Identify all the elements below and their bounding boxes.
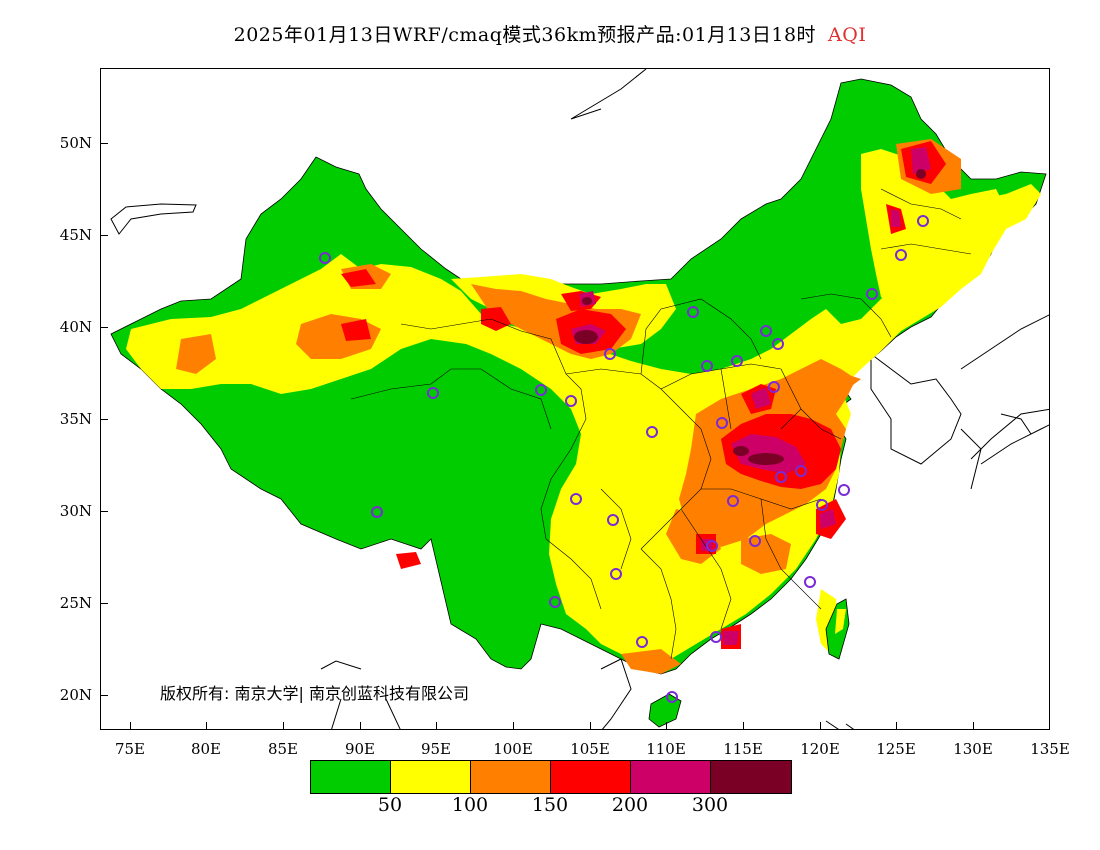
lon-label-95e: 95E [420, 740, 452, 758]
lat-label-45n: 45N [59, 226, 92, 244]
lat-tick [100, 235, 108, 236]
legend-swatch-yellow [391, 761, 471, 793]
lon-tick [436, 722, 437, 730]
lat-label-35n: 35N [59, 410, 92, 428]
taiwan-yellow [835, 609, 846, 634]
title-main: 2025年01月13日WRF/cmaq模式36km预报产品:01月13日18时 [233, 24, 817, 46]
lat-tick [100, 143, 108, 144]
lon-tick [743, 722, 744, 730]
map-frame [100, 68, 1050, 730]
lon-tick [283, 722, 284, 730]
legend-swatch-orange [471, 761, 551, 793]
lon-tick [820, 722, 821, 730]
lat-tick [100, 419, 108, 420]
lon-tick [206, 722, 207, 730]
lat-tick [100, 327, 108, 328]
lon-label-125e: 125E [876, 740, 916, 758]
lon-label-90e: 90E [344, 740, 376, 758]
lat-label-50n: 50N [59, 134, 92, 152]
lon-tick [973, 722, 974, 730]
aqi-map [110, 69, 1049, 729]
legend-swatch-maroon [711, 761, 791, 793]
region-maroon [574, 169, 926, 465]
lon-label-115e: 115E [723, 740, 763, 758]
map-title: 2025年01月13日WRF/cmaq模式36km预报产品:01月13日18时 A… [0, 20, 1100, 47]
lon-label-135e: 135E [1030, 740, 1070, 758]
legend-label-300: 300 [691, 794, 729, 816]
lat-tick [100, 695, 108, 696]
lon-label-110e: 110E [646, 740, 686, 758]
lat-label-20n: 20N [59, 686, 92, 704]
legend-label-100: 100 [451, 794, 489, 816]
lon-label-85e: 85E [267, 740, 299, 758]
legend-label-150: 150 [531, 794, 569, 816]
lon-label-75e: 75E [114, 740, 146, 758]
lon-tick [130, 722, 131, 730]
lat-label-40n: 40N [59, 318, 92, 336]
legend-swatch-red [551, 761, 631, 793]
lon-tick [666, 722, 667, 730]
lon-tick [360, 722, 361, 730]
lon-label-130e: 130E [953, 740, 993, 758]
station-markers [319, 215, 929, 703]
coastlines [110, 69, 1049, 729]
lon-tick [590, 722, 591, 730]
lon-label-100e: 100E [493, 740, 533, 758]
lat-label-30n: 30N [59, 502, 92, 520]
province-boundaries [350, 188, 972, 660]
lat-tick [100, 603, 108, 604]
lat-label-25n: 25N [59, 594, 92, 612]
lon-tick [513, 722, 514, 730]
lon-label-105e: 105E [570, 740, 610, 758]
lon-label-120e: 120E [800, 740, 840, 758]
lon-label-80e: 80E [190, 740, 222, 758]
legend-swatch-purple [631, 761, 711, 793]
copyright-text: 版权所有: 南京大学| 南京创蓝科技有限公司 [160, 684, 469, 703]
legend-swatch-green [311, 761, 391, 793]
legend-label-50: 50 [377, 794, 403, 816]
lat-tick [100, 511, 108, 512]
title-variable: AQI [828, 24, 867, 46]
aqi-legend [310, 760, 792, 794]
lon-tick [896, 722, 897, 730]
legend-label-200: 200 [611, 794, 649, 816]
